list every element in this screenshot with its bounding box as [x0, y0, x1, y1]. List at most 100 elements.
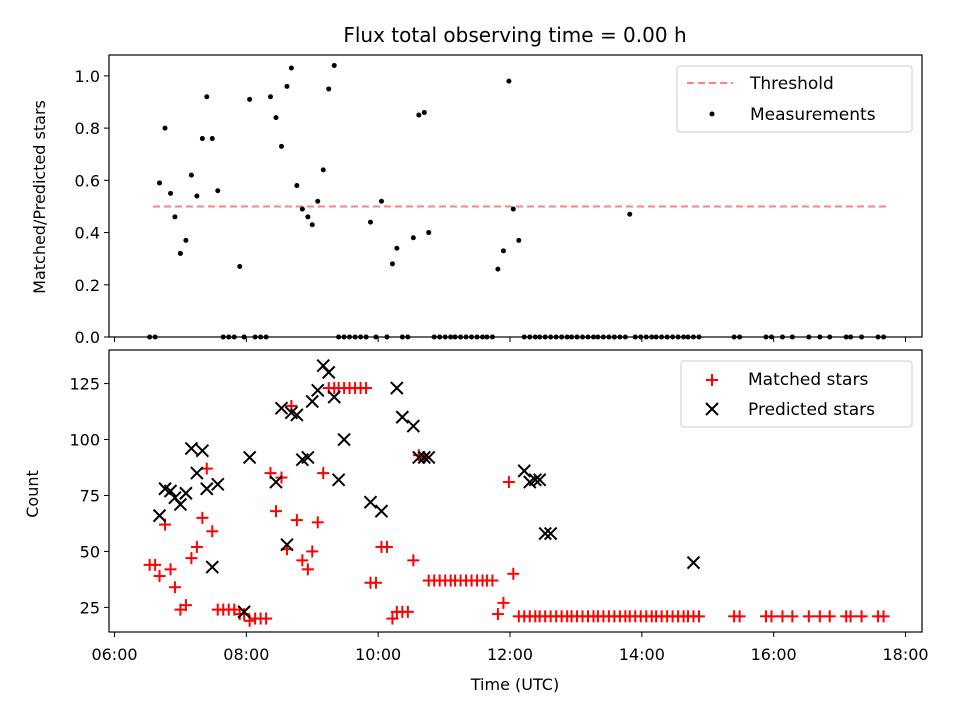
predicted-star-point	[417, 450, 432, 465]
matched-star-point	[260, 612, 273, 625]
matched-star-point	[407, 554, 420, 567]
plot-frame	[108, 54, 923, 338]
legend-matched-label: Matched stars	[748, 370, 868, 390]
predicted-star-point	[190, 466, 204, 480]
matched-star-point	[765, 610, 778, 623]
measurement-point	[172, 214, 178, 220]
predicted-star-point	[528, 473, 542, 487]
predicted-star-point	[517, 464, 531, 478]
x-tick-label: 14:00	[619, 645, 665, 664]
measurement-point	[426, 230, 432, 236]
measurement-point	[416, 112, 422, 118]
measurement-point	[204, 94, 210, 100]
matched-star-point	[185, 552, 198, 565]
predicted-star-point	[686, 555, 701, 570]
matched-star-point	[877, 610, 890, 623]
panel-ratio: 0.0 0.2 0.4 0.6 0.8 1.0 Matched/Predicted sta…	[30, 54, 923, 347]
ylabel-ratio: Matched/Predicted stars	[30, 100, 49, 294]
matched-star-point	[844, 610, 857, 623]
measurement-point	[237, 264, 243, 269]
xlabel-time: Time (UTC)	[470, 675, 559, 694]
predicted-star-point	[200, 482, 214, 496]
x-tick-label: 06:00	[91, 645, 137, 664]
matched-star-point	[401, 605, 414, 618]
matched-star-point	[486, 574, 499, 587]
measurement-point	[506, 78, 512, 84]
matched-star-point	[317, 467, 330, 480]
measurement-point	[215, 188, 221, 194]
measurement-point	[183, 237, 189, 243]
measurement-point	[421, 109, 427, 115]
matched-star-point	[301, 563, 314, 576]
matched-star-point	[502, 476, 515, 489]
predicted-star-point	[331, 473, 346, 487]
measurement-point	[162, 125, 168, 131]
legend-matched-swatch	[706, 374, 718, 386]
y-tick-label: 0.6	[75, 171, 100, 190]
measurement-point	[194, 193, 200, 199]
predicted-star-point	[211, 477, 225, 491]
measurement-point	[315, 198, 321, 204]
y-tick-label: 1.0	[75, 67, 100, 86]
matched-star-point	[179, 599, 192, 612]
matched-star-point	[206, 525, 219, 538]
matched-star-point	[380, 540, 393, 553]
predicted-star-point	[538, 526, 552, 541]
predicted-star-point	[280, 538, 294, 552]
matched-star-point	[360, 382, 373, 395]
legend-predicted-swatch	[705, 402, 719, 416]
matched-star-point	[802, 610, 815, 623]
predicted-star-point	[290, 408, 304, 422]
matched-star-point	[238, 608, 251, 621]
predicted-star-point	[305, 394, 319, 409]
measurement-point	[188, 172, 194, 178]
matched-star-point	[497, 596, 510, 609]
predicted-star-point	[327, 390, 341, 404]
measurement-point	[278, 143, 284, 149]
measurement-point	[268, 94, 274, 100]
matched-star-point	[296, 554, 309, 567]
predicted-star-point	[242, 450, 257, 465]
matched-star-point	[823, 610, 836, 623]
matched-star-point	[491, 608, 504, 621]
matched-star-point	[164, 563, 177, 576]
predicted-star-point	[274, 401, 289, 415]
y-tick-label: 75	[80, 486, 100, 505]
measurement-point	[284, 83, 290, 89]
predicted-star-point	[152, 508, 167, 523]
matched-star-point	[855, 610, 868, 623]
legend-measurements-label: Measurements	[750, 105, 876, 125]
y-tick-label: 0.8	[75, 119, 100, 138]
legend-threshold-label: Threshold	[749, 74, 834, 94]
predicted-star-point	[421, 450, 436, 465]
measurement-point	[516, 237, 522, 243]
chart-title: Flux total observing time = 0.00 h	[343, 23, 686, 47]
predicted-star-point	[184, 441, 199, 456]
predicted-star-point	[543, 526, 558, 541]
matched-star-point	[290, 514, 303, 527]
predicted-star-point	[311, 383, 325, 397]
plot-frame	[108, 349, 923, 633]
measurement-point	[627, 211, 633, 217]
measurement-point	[500, 248, 506, 254]
predicted-star-point	[173, 497, 188, 512]
measurement-point	[510, 206, 516, 212]
x-tick-label: 18:00	[882, 645, 928, 664]
predicted-star-point	[337, 432, 351, 447]
legend-predicted-label: Predicted stars	[748, 400, 875, 420]
measurement-point	[378, 198, 384, 204]
y-tick-label: 50	[80, 542, 100, 561]
measurement-point	[273, 115, 279, 121]
measurement-point	[326, 86, 332, 92]
measurement-point	[199, 136, 205, 142]
x-tick-label: 16:00	[751, 645, 797, 664]
matched-star-point	[168, 581, 181, 594]
measurement-point	[177, 250, 183, 256]
x-tick-label: 08:00	[223, 645, 269, 664]
x-tick-label: 10:00	[355, 645, 401, 664]
legend-ratio: Threshold Measurements	[676, 65, 913, 133]
predicted-star-point	[406, 419, 421, 433]
measurement-point	[299, 206, 305, 212]
matched-star-point	[149, 558, 162, 571]
